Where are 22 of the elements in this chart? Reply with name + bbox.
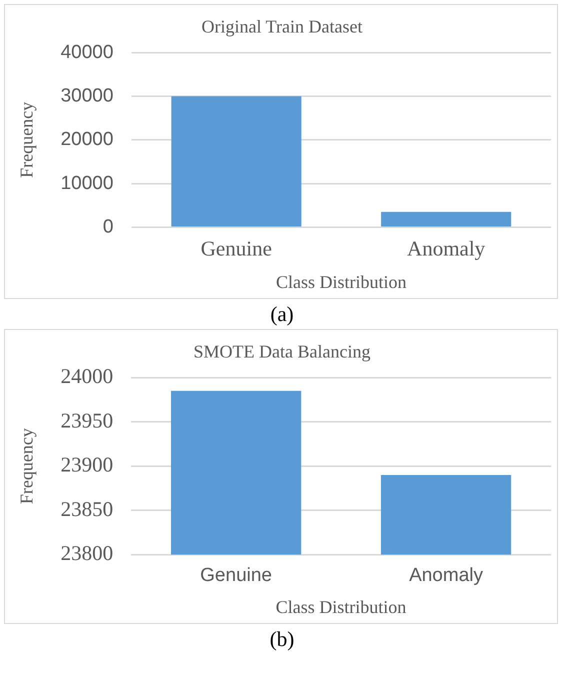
x-axis-title: Class Distribution [276,596,406,617]
y-tick-label: 0 [102,216,114,238]
x-tick-label: Anomaly [409,565,484,586]
x-tick-label: Anomaly [407,236,486,260]
y-tick-label: 23900 [60,452,114,477]
y-axis-title: Frequency [16,428,37,504]
y-tick-label: 30000 [60,85,114,106]
chart-title: SMOTE Data Balancing [194,342,370,362]
y-tick-label: 20000 [60,129,114,150]
y-tick-label: 23850 [60,496,114,521]
y-axis-title: Frequency [16,102,37,178]
x-tick-label: Genuine [200,565,272,586]
y-tick-label: 23950 [60,408,114,432]
text: (b) [268,626,296,653]
x-tick-label: Genuine [200,236,272,260]
x-axis-title: Class Distribution [276,272,406,292]
y-tick-label: 10000 [60,172,114,194]
y-tick-label: 23800 [60,541,114,566]
y-tick-label: 24000 [60,364,114,388]
text: (a) [269,301,295,328]
y-tick-label: 40000 [60,42,114,63]
chart-title: Original Train Dataset [202,16,362,37]
